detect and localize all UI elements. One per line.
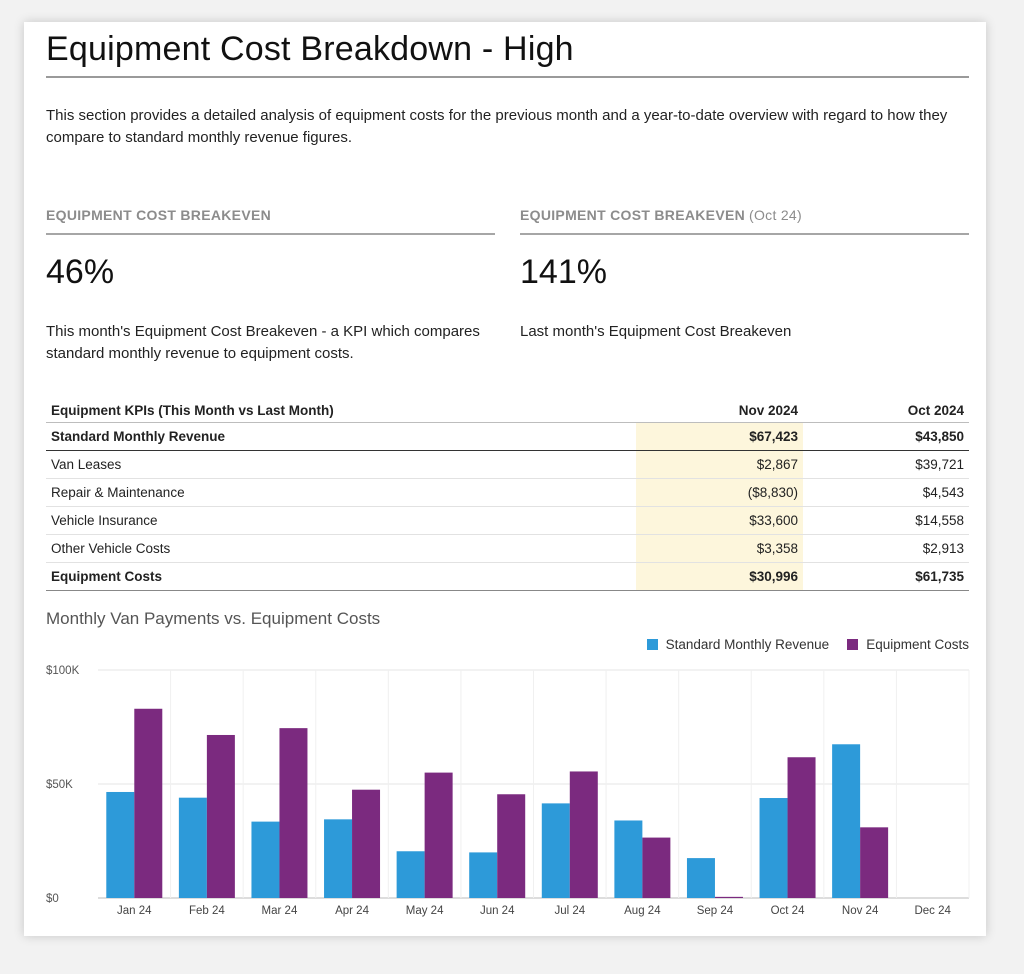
y-tick-label: $0 [46, 893, 59, 905]
legend-swatch [847, 639, 859, 650]
kpi-description: Last month's Equipment Cost Breakeven [520, 323, 792, 340]
table-header-cell: Equipment KPIs (This Month vs Last Month… [46, 398, 636, 423]
table-cell: Other Vehicle Costs [46, 534, 636, 563]
x-tick-label: Dec 24 [914, 905, 951, 917]
table-row: Van Leases $2,867 $39,721 [46, 450, 969, 479]
legend-swatch [646, 639, 658, 650]
bar-costs [206, 734, 235, 898]
chart-legend: Standard Monthly Revenue Equipment Costs [646, 637, 969, 652]
bar-costs [642, 837, 671, 898]
page-title: Equipment Cost Breakdown - High [46, 30, 574, 68]
bar-revenue [178, 797, 207, 898]
table-cell: ($8,830) [636, 478, 803, 507]
table-cell: Vehicle Insurance [46, 506, 636, 535]
bar-revenue [541, 803, 570, 898]
table-cell: Standard Monthly Revenue [46, 422, 636, 451]
table-row: Other Vehicle Costs $3,358 $2,913 [46, 534, 969, 563]
x-tick-label: Oct 24 [771, 905, 805, 917]
bar-costs [860, 827, 889, 898]
table-cell: $4,543 [803, 478, 969, 507]
x-tick-label: Jul 24 [554, 905, 585, 917]
kpi-value: 46% [46, 253, 115, 291]
table-header-cell: Oct 2024 [803, 398, 969, 423]
x-tick-label: Feb 24 [189, 905, 225, 917]
legend-label: Equipment Costs [866, 637, 969, 652]
bar-revenue [686, 858, 715, 898]
bar-chart: $0 $50K $100K Jan 24 Feb 24 Mar 24 Apr 24 May 2… [46, 665, 970, 917]
bar-revenue [396, 851, 425, 898]
table-cell: $67,423 [636, 422, 803, 451]
table-cell: $3,358 [636, 534, 803, 563]
kpi-divider [520, 233, 969, 235]
legend-item-revenue: Standard Monthly Revenue [646, 637, 830, 652]
chart-title: Monthly Van Payments vs. Equipment Costs [46, 609, 381, 628]
legend-label: Standard Monthly Revenue [665, 637, 830, 652]
bar-revenue [106, 791, 135, 898]
kpi-label-sub: (Oct 24) [749, 207, 802, 223]
kpi-value: 141% [520, 253, 607, 291]
kpi-description: This month's Equipment Cost Breakeven - … [46, 323, 480, 362]
bar-costs [424, 772, 453, 898]
y-tick-label: $50K [46, 779, 73, 791]
legend-item-costs: Equipment Costs [847, 637, 969, 652]
table-cell: $43,850 [803, 422, 969, 451]
table-cell: Repair & Maintenance [46, 478, 636, 507]
x-tick-label: May 24 [406, 905, 444, 917]
bar-costs [352, 789, 381, 898]
kpi-label-text: EQUIPMENT COST BREAKEVEN [46, 207, 271, 223]
bar-revenue [614, 820, 643, 898]
table-row: Equipment Costs $30,996 $61,735 [46, 562, 969, 591]
kpi-divider [46, 233, 495, 235]
table-row: Standard Monthly Revenue $67,423 $43,850 [46, 422, 969, 451]
x-tick-label: Mar 24 [262, 905, 298, 917]
x-tick-label: Jan 24 [117, 905, 152, 917]
table-cell: $30,996 [636, 562, 803, 591]
kpi-last-month: EQUIPMENT COST BREAKEVEN (Oct 24) 141% La… [520, 207, 969, 343]
intro-text: This section provides a detailed analysi… [46, 107, 948, 146]
bar-revenue [832, 744, 861, 898]
table-row: Repair & Maintenance ($8,830) $4,543 [46, 478, 969, 507]
table-cell: $2,867 [636, 450, 803, 479]
kpi-label: EQUIPMENT COST BREAKEVEN [46, 207, 495, 227]
table-cell: $33,600 [636, 506, 803, 535]
kpi-this-month: EQUIPMENT COST BREAKEVEN 46% This month'… [46, 207, 495, 365]
bar-revenue [469, 852, 498, 898]
x-tick-label: Sep 24 [697, 905, 734, 917]
table-cell: $14,558 [803, 506, 969, 535]
kpi-label: EQUIPMENT COST BREAKEVEN (Oct 24) [520, 207, 969, 227]
bar-costs [569, 771, 598, 898]
bar-costs [714, 896, 743, 898]
table-header-cell: Nov 2024 [636, 398, 803, 423]
x-tick-label: Jun 24 [480, 905, 515, 917]
x-tick-label: Aug 24 [624, 905, 661, 917]
bar-revenue [251, 821, 280, 898]
table-cell: Van Leases [46, 450, 636, 479]
x-tick-label: Nov 24 [842, 905, 879, 917]
bar-costs [497, 794, 526, 898]
title-divider [46, 76, 969, 78]
x-tick-label: Apr 24 [335, 905, 369, 917]
y-tick-label: $100K [46, 665, 80, 677]
bar-revenue [324, 819, 353, 898]
bar-costs [787, 757, 816, 898]
table-cell: $2,913 [803, 534, 969, 563]
table-header-row: Equipment KPIs (This Month vs Last Month… [46, 398, 969, 423]
kpi-label-text: EQUIPMENT COST BREAKEVEN [520, 207, 745, 223]
equipment-kpi-table: Equipment KPIs (This Month vs Last Month… [46, 398, 969, 591]
table-cell: $39,721 [803, 450, 969, 479]
bar-costs [134, 708, 163, 898]
table-cell: $61,735 [803, 562, 969, 591]
bar-costs [279, 728, 308, 898]
table-cell: Equipment Costs [46, 562, 636, 591]
bar-revenue [759, 798, 788, 898]
table-row: Vehicle Insurance $33,600 $14,558 [46, 506, 969, 535]
